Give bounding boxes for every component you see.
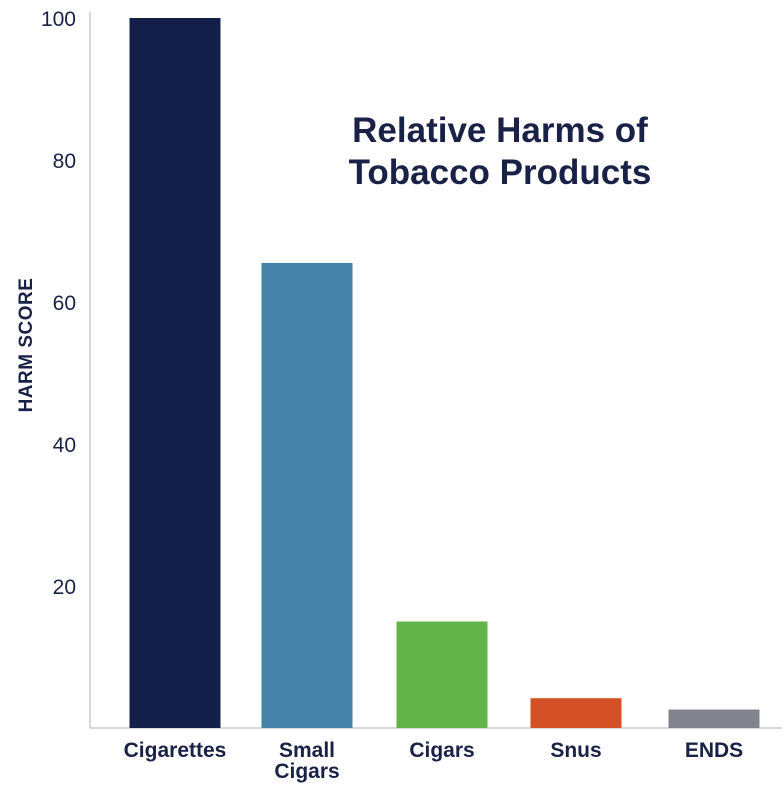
x-tick-label: Cigars (409, 739, 474, 762)
y-tick-label: 100 (41, 8, 76, 31)
x-tick-label: Snus (550, 739, 601, 762)
bar (129, 18, 221, 728)
y-axis-title: HARM SCORE (16, 278, 37, 413)
y-axis-title-group: HARM SCORE (16, 278, 37, 413)
y-tick-label: 60 (53, 292, 76, 315)
bar (261, 262, 353, 728)
y-tick-label: 80 (53, 150, 76, 173)
bar (530, 698, 622, 728)
x-tick-label: ENDS (685, 739, 743, 762)
x-tick-label: Small Cigars (274, 739, 339, 783)
bar (668, 709, 760, 728)
bar (396, 621, 488, 728)
chart-title-line: Tobacco Products (349, 153, 652, 192)
bars (129, 18, 760, 728)
x-tick-label: Cigarettes (124, 739, 227, 762)
y-tick-labels: 20 40 60 80 100 (41, 8, 76, 599)
chart-title-line: Relative Harms of (352, 111, 648, 150)
y-tick-label: 40 (53, 434, 76, 457)
y-tick-label: 20 (53, 576, 76, 599)
x-tick-labels: Cigarettes Small Cigars Cigars Snus ENDS (124, 739, 744, 783)
